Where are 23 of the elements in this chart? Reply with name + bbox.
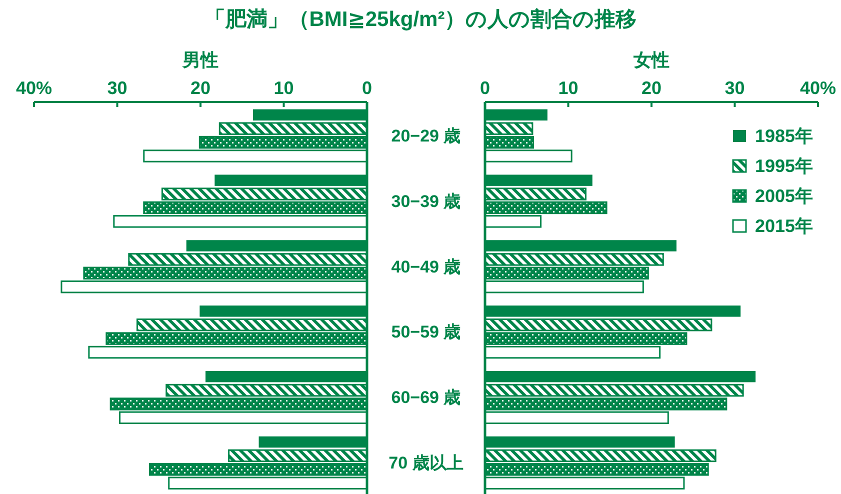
x-tick-label: 10 bbox=[558, 78, 578, 98]
x-tick-label: 30 bbox=[107, 78, 128, 98]
x-tick-label: 10 bbox=[274, 78, 294, 98]
x-axis-title: 男性 bbox=[182, 50, 218, 70]
y-tick-label: 20−29 歳 bbox=[391, 126, 461, 146]
x-tick-label: 40% bbox=[16, 78, 52, 98]
text: 「肥満」（BMI≧25kg/m²）の人の割合の推移 bbox=[204, 7, 637, 31]
legend-label: 1995年 bbox=[755, 156, 814, 176]
legend-label: 2015年 bbox=[755, 216, 814, 236]
x-tick-label: 0 bbox=[362, 78, 372, 98]
x-tick-label: 40% bbox=[800, 78, 836, 98]
y-tick-label: 50−59 歳 bbox=[391, 322, 461, 342]
x-tick-label: 20 bbox=[190, 78, 211, 98]
y-tick-label: 70 歳以上 bbox=[388, 454, 464, 473]
x-tick-label: 20 bbox=[641, 78, 662, 98]
x-tick-label: 0 bbox=[480, 78, 490, 98]
x-tick-label: 30 bbox=[724, 78, 745, 98]
y-tick-label: 60−69 歳 bbox=[391, 388, 461, 408]
x-axis-title: 女性 bbox=[632, 50, 670, 70]
y-tick-label: 30−39 歳 bbox=[391, 192, 461, 211]
legend-label: 2005年 bbox=[755, 186, 814, 206]
y-tick-label: 40−49 歳 bbox=[391, 257, 461, 276]
legend-label: 1985年 bbox=[755, 126, 814, 146]
